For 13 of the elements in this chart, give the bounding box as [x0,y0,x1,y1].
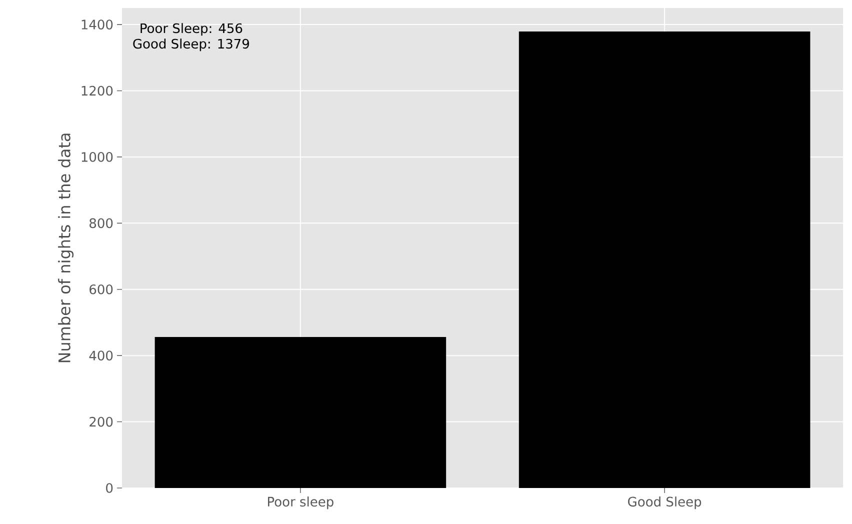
y-tick-label: 400 [89,350,113,360]
y-tick-label: 1000 [82,152,113,162]
y-tick-label: 1400 [82,20,113,30]
x-tick-label: Poor sleep [268,496,334,510]
y-tick-label: 600 [90,284,113,294]
annotation: Good Sleep: 1379 [133,38,249,52]
y-tick-label: 1200 [82,86,113,96]
y-tick-label: 200 [90,416,113,427]
annotation: Poor Sleep: 456 [140,23,242,36]
y-axis-title: Number of nights in the data [58,134,74,362]
x-tick-label: Good Sleep [628,496,702,510]
y-tick-label: 0 [106,483,113,493]
y-tick-label: 800 [90,218,113,228]
